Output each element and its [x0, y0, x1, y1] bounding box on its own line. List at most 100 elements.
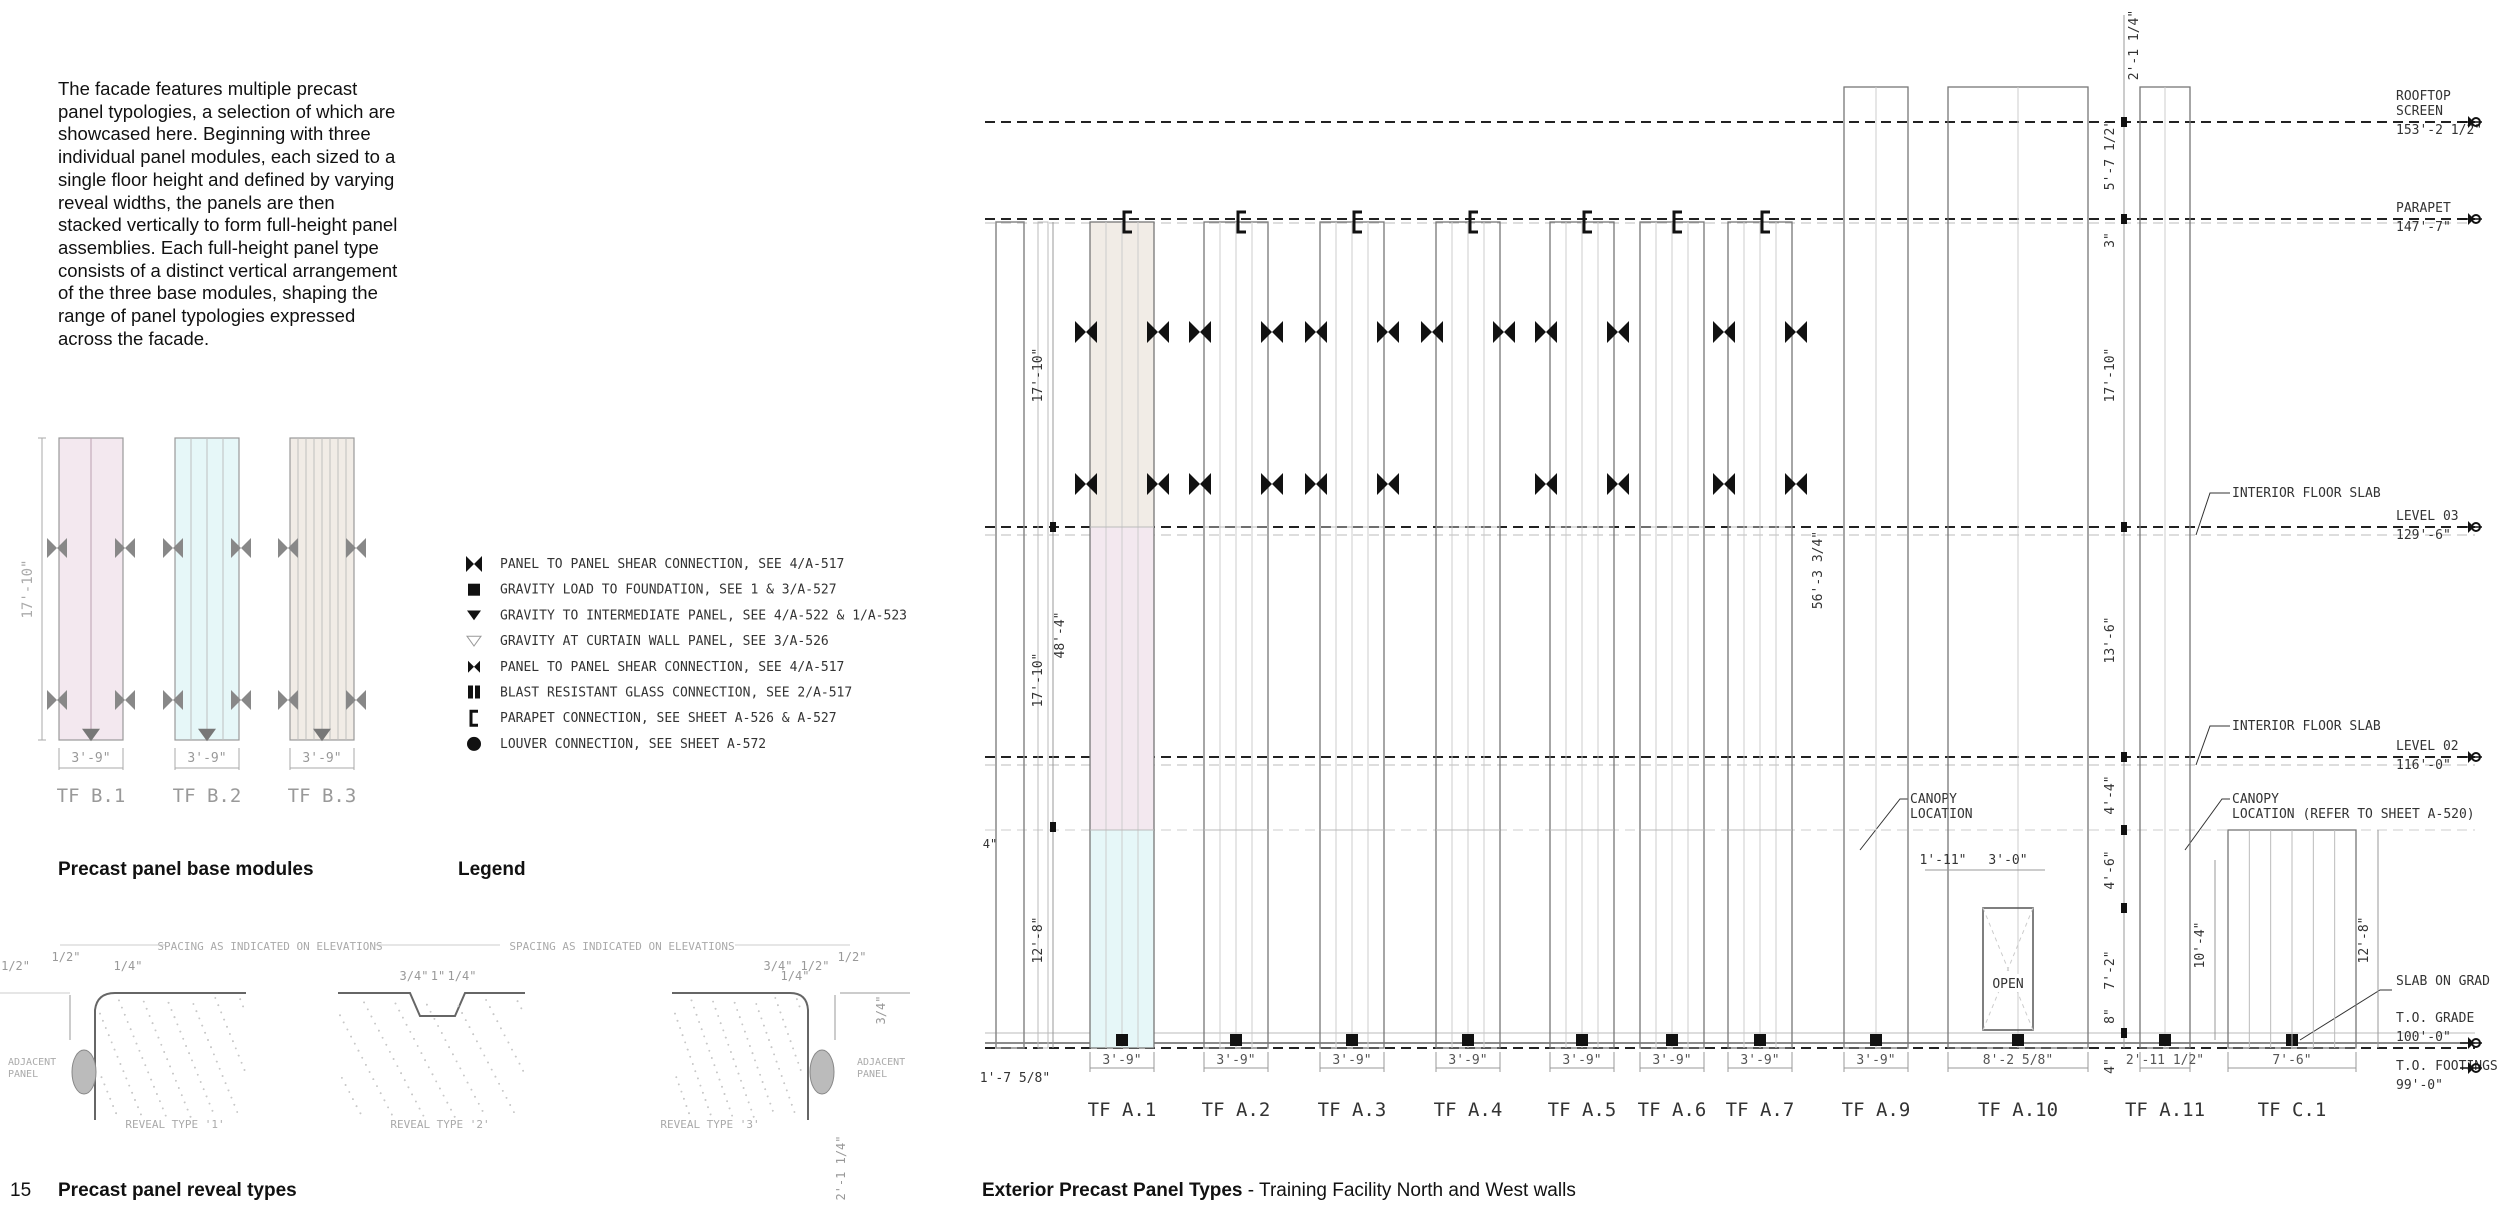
shear-connection-icon	[163, 690, 183, 710]
concrete-speckle	[779, 1011, 782, 1014]
concrete-speckle	[137, 1106, 139, 1109]
concrete-speckle	[416, 1045, 419, 1047]
shear-connection-icon	[231, 538, 251, 558]
concrete-speckle	[400, 1072, 402, 1075]
concrete-speckle	[490, 1068, 493, 1071]
concrete-speckle	[141, 1057, 144, 1059]
concrete-speckle	[370, 1015, 373, 1018]
concrete-speckle	[113, 1048, 116, 1051]
concrete-speckle	[783, 1082, 786, 1085]
concrete-speckle	[439, 1087, 441, 1090]
elevation-title: Exterior Precast Panel Types - Training …	[982, 1180, 1576, 1201]
parapet-bracket-icon	[1122, 210, 1132, 234]
adjacent-label: ADJACENT	[857, 1057, 905, 1068]
concrete-speckle	[195, 1010, 198, 1013]
concrete-speckle	[214, 997, 217, 999]
concrete-speckle	[453, 1115, 456, 1118]
concrete-speckle	[346, 1028, 349, 1031]
concrete-speckle	[792, 1047, 794, 1050]
panel-10: 2'-11 1/2" TF A.11	[2125, 86, 2205, 1121]
legend-item-text: GRAVITY AT CURTAIN WALL PANEL, SEE 3/A-5…	[500, 634, 829, 649]
concrete-speckle	[429, 1010, 432, 1013]
gravity-load-square-icon	[2159, 1034, 2171, 1046]
concrete-speckle	[239, 998, 242, 1001]
height-dim: 56'-3 3/4"	[1811, 531, 1826, 609]
height-dim: 10'-4"	[2193, 922, 2208, 969]
height-dim: 48'-4"	[1053, 612, 1068, 659]
concrete-speckle	[350, 1035, 352, 1038]
concrete-speckle	[341, 1077, 343, 1079]
concrete-speckle	[500, 1027, 502, 1030]
concrete-speckle	[189, 1115, 192, 1118]
concrete-speckle	[681, 1034, 684, 1037]
concrete-speckle	[368, 1071, 371, 1073]
concrete-speckle	[505, 1097, 508, 1099]
concrete-speckle	[708, 1049, 711, 1052]
module-width-dim: 3'-9"	[187, 751, 226, 766]
elevation-title-rest: - Training Facility North and West walls	[1243, 1180, 1576, 1201]
panel-5: 3'-9" TF A.5	[1535, 210, 1629, 1121]
concrete-speckle	[796, 998, 798, 1001]
concrete-speckle	[694, 1070, 697, 1073]
shear-connection-icon	[1261, 321, 1283, 343]
panel-width-dim: 2'-11 1/2"	[2126, 1053, 2204, 1068]
reveal-dim: 2'-1 1/4"	[834, 1135, 848, 1200]
concrete-speckle	[676, 1019, 679, 1022]
height-dim: 2'-1 1/4"	[2127, 10, 2142, 80]
parapet-bracket-icon	[469, 709, 478, 727]
concrete-speckle	[179, 1030, 182, 1033]
concrete-speckle	[463, 1074, 465, 1077]
concrete-speckle	[760, 1017, 763, 1020]
shear-connection-small-icon	[468, 660, 480, 673]
blast-glass-icon	[468, 685, 480, 699]
concrete-speckle	[359, 1112, 362, 1115]
shear-connection-icon	[466, 556, 482, 572]
shear-connection-icon	[1075, 321, 1097, 343]
backer-rod	[809, 1049, 835, 1095]
gravity-load-square-icon	[1346, 1034, 1358, 1046]
concrete-speckle	[476, 1040, 478, 1043]
concrete-speckle	[693, 1006, 695, 1009]
concrete-speckle	[516, 1000, 519, 1003]
panel-width-dim: 3'-9"	[1856, 1053, 1895, 1068]
panel-label: TF A.6	[1638, 1099, 1707, 1121]
concrete-speckle	[496, 1020, 499, 1023]
concrete-speckle	[119, 1063, 122, 1065]
concrete-speckle	[144, 1064, 147, 1067]
concrete-speckle	[712, 1000, 714, 1003]
concrete-speckle	[785, 1089, 788, 1092]
concrete-speckle	[348, 1091, 351, 1093]
spacing-note: SPACING AS INDICATED ON ELEVATIONS	[157, 940, 382, 953]
shear-connection-icon	[163, 538, 183, 558]
concrete-speckle	[513, 1111, 515, 1113]
panel-label: TF A.7	[1726, 1099, 1795, 1121]
panel-1: 3'-9" TF A.1	[1075, 210, 1169, 1121]
panel-4: 3'-9" TF A.4	[1421, 210, 1515, 1121]
concrete-speckle	[230, 1096, 233, 1099]
note-leader	[2195, 492, 2230, 536]
shear-connection-icon	[1493, 321, 1515, 343]
module-width-dim: 3'-9"	[71, 751, 110, 766]
shear-connection-icon	[115, 538, 135, 558]
opening-label-bg	[1993, 974, 2023, 992]
shear-connection-icon	[278, 538, 298, 558]
concrete-speckle	[466, 1081, 469, 1084]
shear-connection-icon	[47, 538, 67, 558]
concrete-speckle	[684, 1041, 687, 1044]
level-elevation: 99'-0"	[2396, 1078, 2443, 1093]
level-elevation: 100'-0"	[2396, 1030, 2451, 1045]
concrete-speckle	[229, 1033, 231, 1035]
concrete-speckle	[131, 1091, 134, 1094]
concrete-speckle	[446, 1101, 449, 1104]
concrete-speckle	[156, 1093, 158, 1095]
concrete-speckle	[710, 1057, 713, 1059]
panel-label: TF A.2	[1202, 1099, 1271, 1121]
panel-label: TF A.4	[1434, 1099, 1503, 1121]
opening-dim: 1'-11"	[1920, 853, 1967, 868]
concrete-speckle	[751, 1052, 754, 1055]
panel-width-dim: 3'-9"	[1562, 1053, 1601, 1068]
edge-panel	[1037, 221, 1049, 1049]
concrete-speckle	[160, 1043, 163, 1046]
concrete-speckle	[507, 1041, 510, 1044]
